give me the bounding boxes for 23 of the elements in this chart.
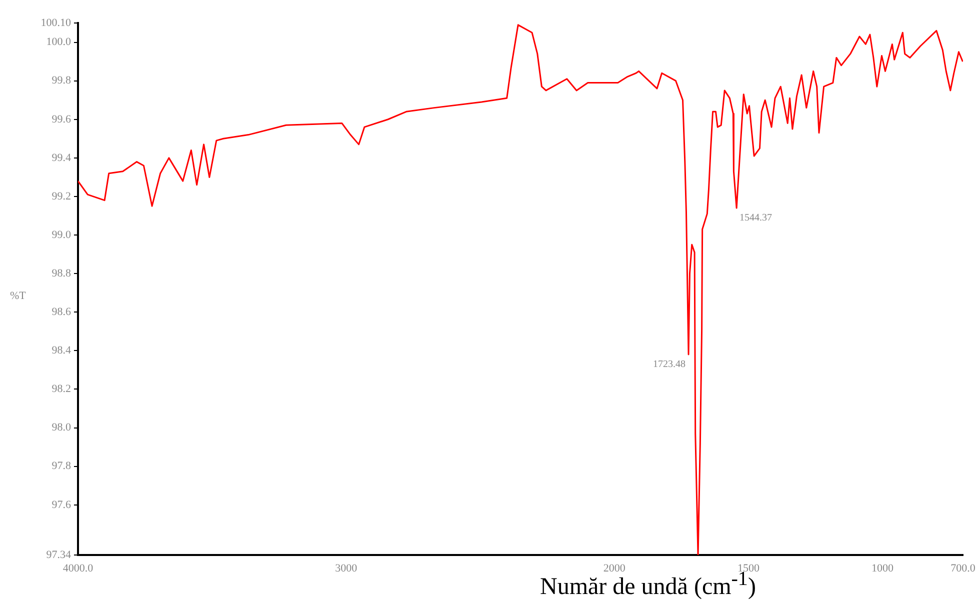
y-tick-label: 99.0: [52, 228, 72, 241]
annotation: 1723.48: [653, 359, 686, 370]
y-tick-label: 99.6: [52, 113, 72, 126]
x-tick-label: 700.0: [950, 562, 976, 574]
y-tick-label: 97.34: [46, 548, 72, 561]
y-axis-title: %T: [10, 290, 26, 302]
y-tick-label: 98.2: [52, 383, 71, 396]
x-tick-label: 4000.0: [62, 562, 94, 574]
x-tick-label: 2000: [603, 562, 626, 574]
y-tick-label: 98.8: [52, 267, 72, 280]
y-tick-label: 100.0: [46, 36, 72, 48]
y-tick-label: 97.8: [52, 460, 72, 472]
y-tick-label: 99.4: [52, 152, 72, 164]
y-tick-label: 100.10: [40, 16, 72, 29]
x-tick-label: 3000: [335, 562, 358, 574]
y-tick-label: 97.6: [52, 498, 72, 511]
x-tick-label: 1000: [872, 562, 894, 574]
y-tick-label: 98.4: [52, 344, 72, 357]
y-tick-label: 99.8: [52, 74, 72, 87]
annotation: 1544.37: [740, 212, 772, 224]
y-tick-label: 98.0: [52, 422, 72, 434]
y-tick-label: 99.2: [52, 190, 71, 202]
y-tick-label: 98.6: [52, 306, 72, 318]
